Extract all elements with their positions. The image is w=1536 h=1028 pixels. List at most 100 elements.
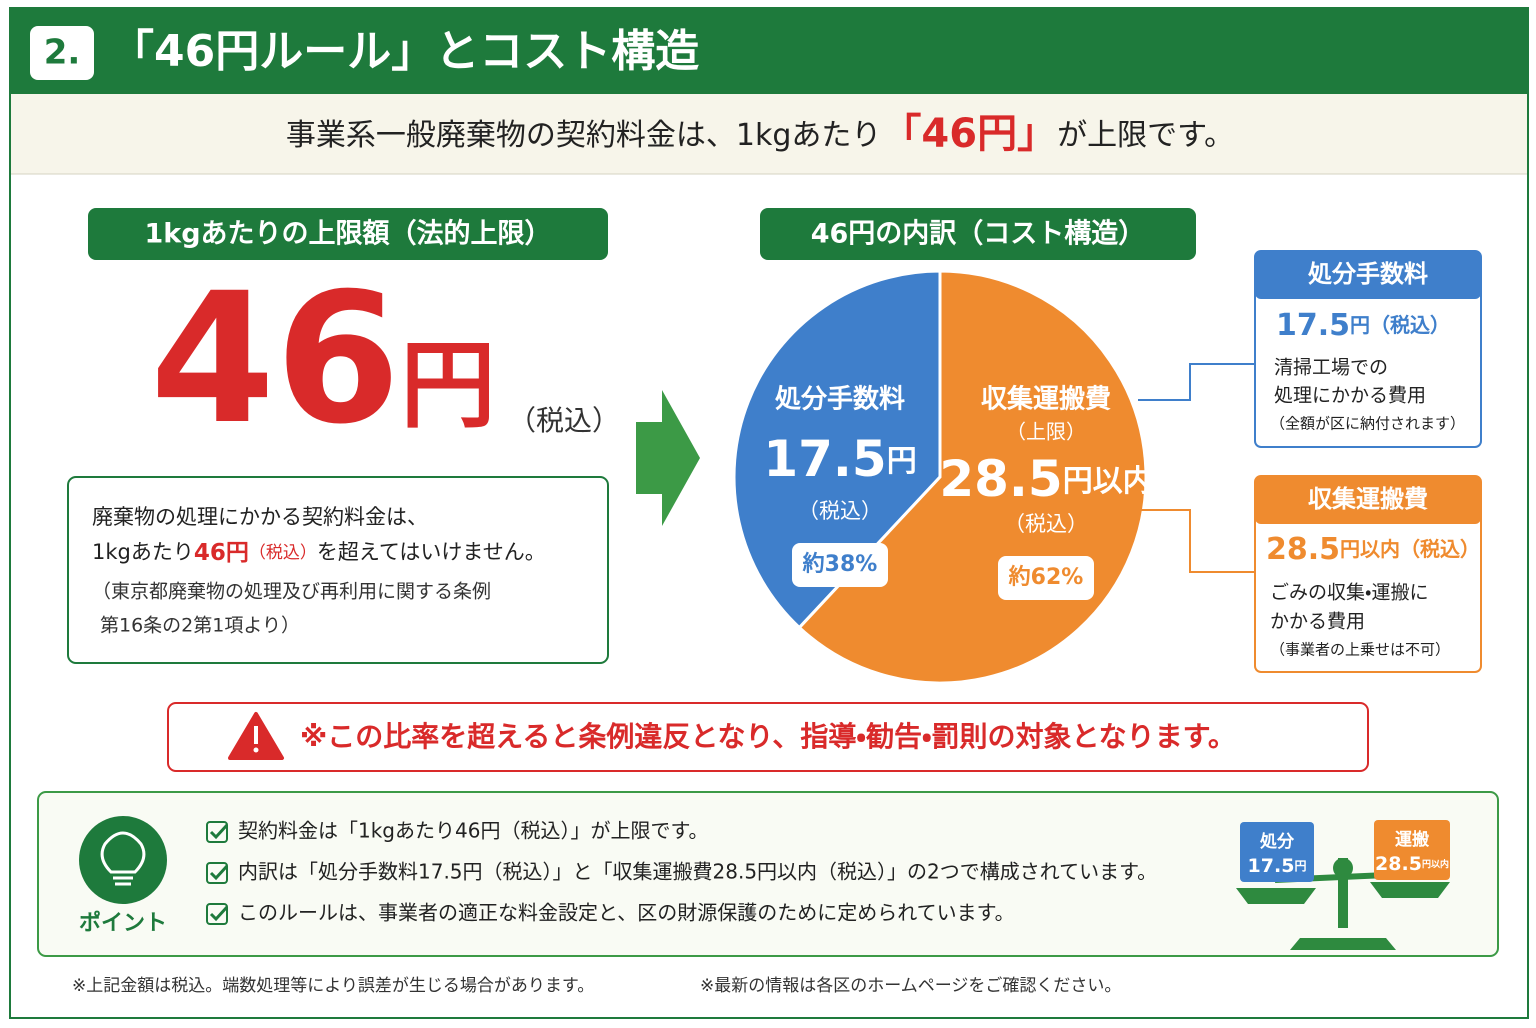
callout-desc: 処理にかかる費用 bbox=[1274, 385, 1426, 407]
banner-before: 事業系一般廃棄物の契約料金は、1kgあたり bbox=[286, 118, 882, 153]
callout-value: 17.5 bbox=[1276, 308, 1350, 343]
check-mark bbox=[209, 864, 229, 881]
scale-right-label: 運搬 bbox=[1395, 829, 1430, 850]
banner-text: 事業系一般廃棄物の契約料金は、1kgあたり「46円」が上限です。 bbox=[286, 111, 1234, 157]
callout-amount: 17.5円（税込） bbox=[1276, 308, 1450, 343]
pie-slice bbox=[732, 269, 942, 630]
breakdown-heading-bg bbox=[760, 208, 1196, 260]
banner bbox=[11, 94, 1527, 174]
warning-icon-mark bbox=[254, 726, 258, 744]
banner-highlight: 「46円」 bbox=[881, 111, 1057, 157]
pie: 処分手数料17.5円（税込）約38%収集運搬費（上限）28.5円以内（税込）約6… bbox=[732, 269, 1153, 685]
callout-title: 収集運搬費 bbox=[1308, 485, 1428, 513]
slice-share: 約62% bbox=[1008, 564, 1084, 590]
limit-heading: 1kgあたりの上限額（法的上限） bbox=[144, 218, 551, 250]
check-mark bbox=[209, 905, 229, 922]
warning-box bbox=[167, 702, 1369, 772]
callout-unit: 円 bbox=[1350, 313, 1370, 337]
note-before: 1kgあたり bbox=[92, 540, 194, 564]
scale-pan bbox=[1236, 888, 1316, 904]
scale-post bbox=[1338, 858, 1348, 928]
footer-note: ※上記金額は税込。端数処理等により誤差が生じる場合があります。 bbox=[72, 976, 594, 996]
check-box bbox=[206, 862, 228, 884]
scale-value: 28.5 bbox=[1375, 853, 1422, 875]
slice-value: 28.5 bbox=[939, 450, 1062, 508]
connector-orange bbox=[1138, 509, 1254, 573]
scale-pivot bbox=[1333, 858, 1353, 878]
connector-blue bbox=[1138, 363, 1254, 401]
check-box bbox=[206, 821, 228, 843]
scale-pan bbox=[1370, 882, 1450, 898]
number-badge bbox=[30, 26, 94, 80]
point-item: 契約料金は「1kgあたり46円（税込）」が上限です。 bbox=[238, 819, 708, 843]
slice-tax: （税込） bbox=[1004, 512, 1088, 536]
scale-right-box bbox=[1374, 820, 1450, 880]
slice-name: 処分手数料 bbox=[775, 385, 905, 415]
callout-note: （事業者の上乗せは不可） bbox=[1270, 641, 1450, 659]
warning-icon-dot bbox=[253, 747, 259, 753]
check-box bbox=[206, 903, 228, 925]
note-amount: 46円 bbox=[194, 540, 249, 566]
limit-amount: 46円 bbox=[150, 255, 496, 464]
slice-qualifier: （上限） bbox=[1006, 420, 1086, 444]
slice-unit: 円 bbox=[887, 444, 917, 479]
section-number: 2. bbox=[44, 33, 81, 73]
limit-tax: （税込） bbox=[508, 404, 620, 437]
limit-unit: 円 bbox=[401, 331, 496, 441]
banner-after: が上限です。 bbox=[1057, 118, 1234, 153]
slice-unit: 円以内 bbox=[1063, 464, 1153, 499]
limit-number: 46 bbox=[150, 255, 401, 464]
callout-unit: 円以内 bbox=[1340, 537, 1400, 561]
note-source1: （東京都廃棄物の処理及び再利用に関する条例 bbox=[92, 581, 491, 603]
scale-unit: 円以内 bbox=[1422, 858, 1449, 870]
scale-base bbox=[1290, 938, 1396, 950]
scale-value: 17.5 bbox=[1248, 855, 1295, 877]
point-label: ポイント bbox=[79, 910, 167, 936]
footer-note: ※最新の情報は各区のホームページをご確認ください。 bbox=[700, 976, 1121, 996]
breakdown-heading: 46円の内訳（コスト構造） bbox=[811, 219, 1146, 250]
callout-orange-head bbox=[1255, 476, 1481, 524]
callout-desc: ごみの収集・運搬に bbox=[1270, 582, 1428, 604]
scale-right-amount: 28.5円以内 bbox=[1375, 853, 1449, 875]
share-pill bbox=[998, 556, 1094, 600]
check-mark bbox=[209, 823, 229, 840]
callout-tax: （税込） bbox=[1370, 313, 1450, 337]
point-icon bbox=[79, 816, 167, 904]
callout-value: 28.5 bbox=[1266, 532, 1340, 567]
slice-name: 収集運搬費 bbox=[981, 385, 1111, 415]
slice-value: 17.5 bbox=[763, 430, 886, 488]
note-line1: 廃棄物の処理にかかる契約料金は、 bbox=[92, 505, 428, 529]
point-box bbox=[37, 791, 1499, 957]
note-source2: 第16条の2第1項より） bbox=[100, 615, 300, 637]
note-line2: 1kgあたり46円（税込）を超えてはいけません。 bbox=[92, 540, 546, 566]
note-after: を超えてはいけません。 bbox=[317, 540, 546, 564]
header-bar bbox=[10, 8, 1528, 94]
point-item: このルールは、事業者の適正な料金設定と、区の財源保護のために定められています。 bbox=[238, 901, 1015, 925]
share-pill bbox=[792, 543, 888, 587]
warning-text: ※この比率を超えると条例違反となり、指導・勧告・罰則の対象となります。 bbox=[300, 720, 1236, 753]
note-tax: （税込） bbox=[249, 543, 317, 563]
callout-tax: （税込） bbox=[1400, 537, 1480, 561]
arrow bbox=[636, 390, 700, 526]
scale-left-amount: 17.5円 bbox=[1248, 855, 1307, 877]
scale-unit: 円 bbox=[1294, 859, 1306, 873]
callout-title: 処分手数料 bbox=[1308, 260, 1428, 288]
header-title: 「46円ルール」とコスト構造 bbox=[110, 26, 699, 77]
limit-heading-bg bbox=[88, 208, 608, 260]
callout-blue-head bbox=[1255, 251, 1481, 299]
callout-desc: かかる費用 bbox=[1270, 611, 1365, 633]
point-items: 契約料金は「1kgあたり46円（税込）」が上限です。内訳は「処分手数料17.5円… bbox=[206, 819, 1157, 925]
slice-tax: （税込） bbox=[798, 499, 882, 523]
bulb bbox=[100, 831, 146, 886]
scale-left-box bbox=[1240, 822, 1314, 882]
callout-note: （全額が区に納付されます） bbox=[1270, 415, 1465, 433]
limit-note-box bbox=[67, 476, 609, 664]
point-item: 内訳は「処分手数料17.5円（税込）」と「収集運搬費28.5円以内（税込）」の2… bbox=[238, 860, 1157, 884]
slice-share: 約38% bbox=[802, 551, 878, 577]
callout-desc: 清掃工場での bbox=[1274, 357, 1388, 379]
slice-amount: 28.5円以内 bbox=[939, 450, 1152, 508]
callout-amount: 28.5円以内（税込） bbox=[1266, 532, 1480, 567]
slice-amount: 17.5円 bbox=[763, 430, 916, 488]
